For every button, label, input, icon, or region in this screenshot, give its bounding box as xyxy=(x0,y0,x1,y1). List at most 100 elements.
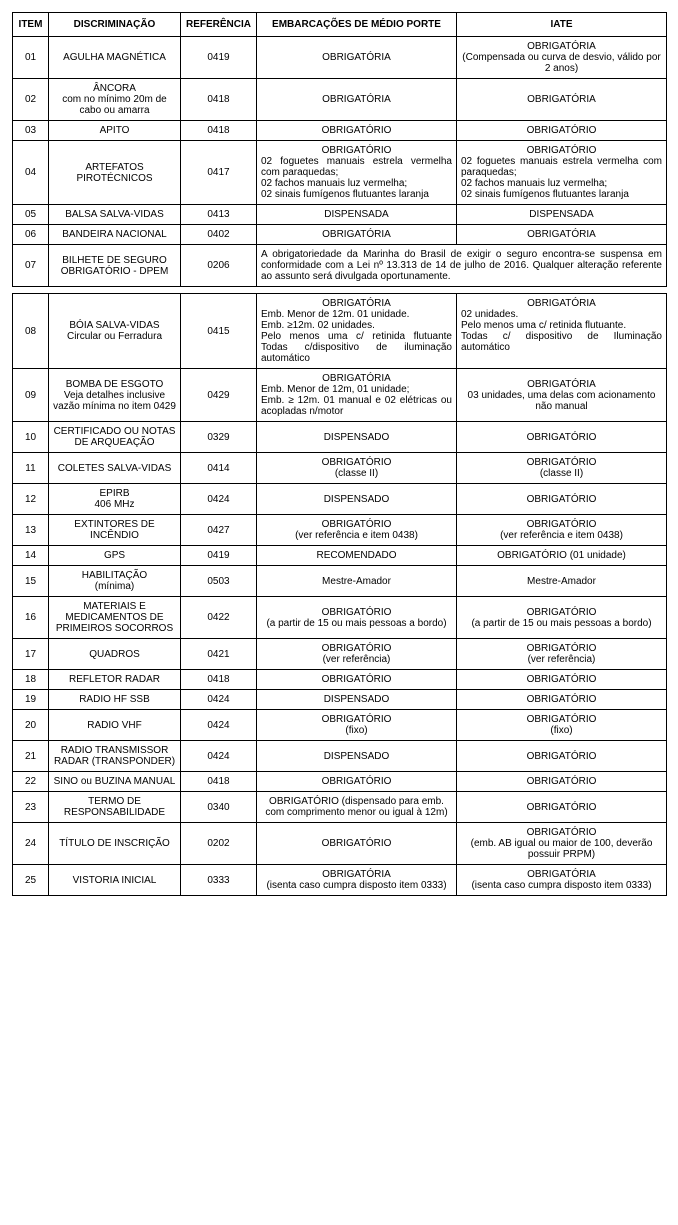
cell-item: 18 xyxy=(13,670,49,690)
cell-disc: TÍTULO DE INSCRIÇÃO xyxy=(49,823,181,865)
cell-iate: OBRIGATÓRIO xyxy=(457,741,667,772)
table-row: 07 BILHETE DE SEGURO OBRIGATÓRIO - DPEM … xyxy=(13,245,667,287)
col-item: ITEM xyxy=(13,13,49,37)
cell-disc: RADIO VHF xyxy=(49,710,181,741)
cell-disc: VISTORIA INICIAL xyxy=(49,865,181,896)
cell-iate-sub: (Compensada ou curva de desvio, válido p… xyxy=(462,52,660,74)
cell-ref: 0417 xyxy=(181,141,257,205)
cell-emb-lead: OBRIGATÓRIO xyxy=(261,714,452,725)
cell-merged: A obrigatoriedade da Marinha do Brasil d… xyxy=(257,245,667,287)
cell-disc: EXTINTORES DE INCÊNDIO xyxy=(49,515,181,546)
cell-emb: OBRIGATÓRIO (a partir de 15 ou mais pess… xyxy=(257,597,457,639)
cell-disc: REFLETOR RADAR xyxy=(49,670,181,690)
cell-iate: OBRIGATÓRIO (fixo) xyxy=(457,710,667,741)
cell-disc-lead: BOMBA DE ESGOTO xyxy=(53,379,176,390)
cell-item: 16 xyxy=(13,597,49,639)
table-row: 21 RADIO TRANSMISSOR RADAR (TRANSPONDER)… xyxy=(13,741,667,772)
cell-item: 05 xyxy=(13,205,49,225)
cell-iate-sub: (emb. AB igual ou maior de 100, deverão … xyxy=(471,838,653,860)
cell-disc: BOMBA DE ESGOTO Veja detalhes inclusive … xyxy=(49,369,181,422)
cell-disc: GPS xyxy=(49,546,181,566)
cell-emb-body: Emb. Menor de 12m. 01 unidade. Emb. ≥12m… xyxy=(261,309,452,364)
cell-iate: OBRIGATÓRIO xyxy=(457,792,667,823)
cell-emb-body: Emb. Menor de 12m, 01 unidade; Emb. ≥ 12… xyxy=(261,384,452,417)
cell-emb: DISPENSADO xyxy=(257,690,457,710)
cell-disc-sub: Veja detalhes inclusive vazão mínima no … xyxy=(53,390,176,412)
cell-emb: OBRIGATÓRIO (classe II) xyxy=(257,453,457,484)
cell-item: 12 xyxy=(13,484,49,515)
cell-item: 13 xyxy=(13,515,49,546)
cell-disc: BÓIA SALVA-VIDAS Circular ou Ferradura xyxy=(49,294,181,369)
cell-iate-sub: (fixo) xyxy=(550,725,572,736)
cell-emb-sub: (classe II) xyxy=(335,468,378,479)
cell-iate: OBRIGATÓRIA (isenta caso cumpra disposto… xyxy=(457,865,667,896)
table-row: 01 AGULHA MAGNÉTICA 0419 OBRIGATÓRIA OBR… xyxy=(13,37,667,79)
cell-item: 15 xyxy=(13,566,49,597)
table-row: 17 QUADROS 0421 OBRIGATÓRIO (ver referên… xyxy=(13,639,667,670)
col-iate: IATE xyxy=(457,13,667,37)
cell-emb: OBRIGATÓRIA xyxy=(257,37,457,79)
cell-iate-lead: OBRIGATÓRIO xyxy=(461,827,662,838)
cell-item: 08 xyxy=(13,294,49,369)
cell-emb-sub: (fixo) xyxy=(345,725,367,736)
cell-ref: 0421 xyxy=(181,639,257,670)
cell-iate: OBRIGATÓRIA xyxy=(457,225,667,245)
cell-iate-lead: OBRIGATÓRIO xyxy=(461,714,662,725)
cell-iate-sub: 03 unidades, uma delas com acionamento n… xyxy=(468,390,656,412)
cell-emb: OBRIGATÓRIO xyxy=(257,823,457,865)
cell-item: 17 xyxy=(13,639,49,670)
table-row: 05 BALSA SALVA-VIDAS 0413 DISPENSADA DIS… xyxy=(13,205,667,225)
cell-emb: DISPENSADO xyxy=(257,422,457,453)
cell-emb: OBRIGATÓRIA xyxy=(257,225,457,245)
cell-emb-sub: (ver referência) xyxy=(323,654,391,665)
cell-iate: OBRIGATÓRIO (classe II) xyxy=(457,453,667,484)
cell-iate: OBRIGATÓRIO xyxy=(457,772,667,792)
cell-emb: OBRIGATÓRIA Emb. Menor de 12m. 01 unidad… xyxy=(257,294,457,369)
cell-item: 04 xyxy=(13,141,49,205)
cell-disc-lead: EPIRB xyxy=(53,488,176,499)
cell-ref: 0402 xyxy=(181,225,257,245)
cell-emb-lead: OBRIGATÓRIA xyxy=(261,869,452,880)
cell-ref: 0419 xyxy=(181,546,257,566)
cell-iate: OBRIGATÓRIO xyxy=(457,670,667,690)
cell-disc-lead: BÓIA SALVA-VIDAS xyxy=(53,320,176,331)
cell-emb: OBRIGATÓRIO xyxy=(257,772,457,792)
cell-iate: OBRIGATÓRIO (01 unidade) xyxy=(457,546,667,566)
cell-disc-sub: 406 MHz xyxy=(94,499,134,510)
cell-ref: 0424 xyxy=(181,741,257,772)
cell-ref: 0419 xyxy=(181,37,257,79)
table-row: 13 EXTINTORES DE INCÊNDIO 0427 OBRIGATÓR… xyxy=(13,515,667,546)
cell-iate: DISPENSADA xyxy=(457,205,667,225)
cell-ref: 0340 xyxy=(181,792,257,823)
cell-item: 22 xyxy=(13,772,49,792)
cell-ref: 0418 xyxy=(181,670,257,690)
cell-item: 11 xyxy=(13,453,49,484)
cell-iate-body: 02 unidades. Pelo menos uma c/ retinida … xyxy=(461,309,662,353)
cell-disc: BILHETE DE SEGURO OBRIGATÓRIO - DPEM xyxy=(49,245,181,287)
cell-disc: COLETES SALVA-VIDAS xyxy=(49,453,181,484)
cell-ref: 0424 xyxy=(181,710,257,741)
cell-item: 10 xyxy=(13,422,49,453)
cell-iate: OBRIGATÓRIA 02 unidades. Pelo menos uma … xyxy=(457,294,667,369)
table-row: 23 TERMO DE RESPONSABILIDADE 0340 OBRIGA… xyxy=(13,792,667,823)
table-row: 12 EPIRB 406 MHz 0424 DISPENSADO OBRIGAT… xyxy=(13,484,667,515)
cell-ref: 0333 xyxy=(181,865,257,896)
cell-iate-lead: OBRIGATÓRIA xyxy=(461,379,662,390)
cell-emb: OBRIGATÓRIO (dispensado para emb. com co… xyxy=(257,792,457,823)
cell-ref: 0413 xyxy=(181,205,257,225)
cell-iate-sub: (isenta caso cumpra disposto item 0333) xyxy=(471,880,651,891)
cell-emb: OBRIGATÓRIA (isenta caso cumpra disposto… xyxy=(257,865,457,896)
cell-iate-lead: OBRIGATÓRIO xyxy=(461,607,662,618)
cell-ref: 0202 xyxy=(181,823,257,865)
cell-iate-lead: OBRIGATÓRIO xyxy=(461,145,662,156)
cell-iate: OBRIGATÓRIO 02 foguetes manuais estrela … xyxy=(457,141,667,205)
table-row: 10 CERTIFICADO OU NOTAS DE ARQUEAÇÃO 032… xyxy=(13,422,667,453)
cell-emb-lead: OBRIGATÓRIA xyxy=(261,373,452,384)
cell-emb-sub: (isenta caso cumpra disposto item 0333) xyxy=(266,880,446,891)
cell-disc: RADIO TRANSMISSOR RADAR (TRANSPONDER) xyxy=(49,741,181,772)
cell-ref: 0418 xyxy=(181,772,257,792)
table-row: 19 RADIO HF SSB 0424 DISPENSADO OBRIGATÓ… xyxy=(13,690,667,710)
cell-iate: Mestre-Amador xyxy=(457,566,667,597)
cell-item: 07 xyxy=(13,245,49,287)
cell-disc: APITO xyxy=(49,121,181,141)
